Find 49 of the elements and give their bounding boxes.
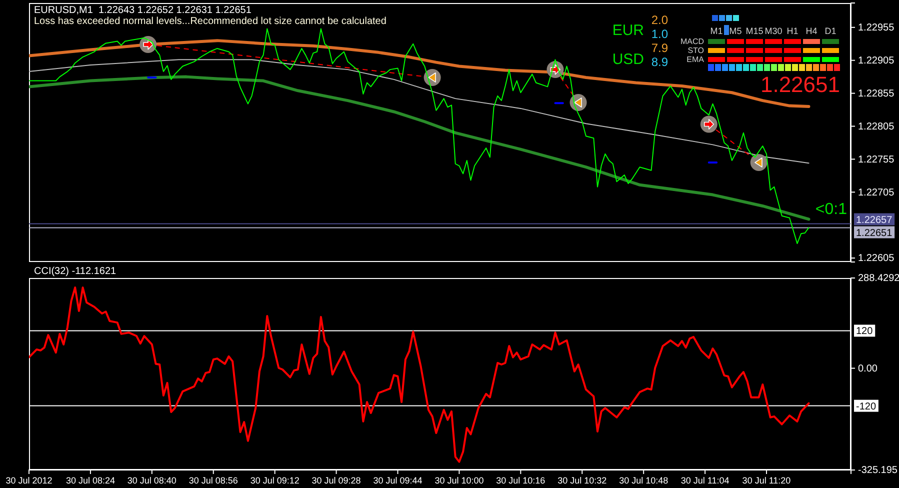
y-tick-label: 1.22805 <box>858 121 895 132</box>
y-tick-label: 1.22855 <box>858 88 895 100</box>
x-tick-label: 30 Jul 09:28 <box>312 475 361 486</box>
annotation: M30 <box>764 26 782 36</box>
x-tick-label: 30 Jul 10:32 <box>558 475 607 486</box>
annotation: H1 <box>786 26 798 36</box>
annotation: M5 <box>729 26 742 36</box>
line-series <box>29 286 810 463</box>
y-tick-label: 1.22605 <box>858 253 895 264</box>
annotation: STO <box>688 46 704 55</box>
x-tick-label: 30 Jul 08:24 <box>66 475 115 486</box>
annotation: M1 <box>710 26 723 36</box>
text: Loss has exceeded normal levels...Recommended lot size cannot be calculated <box>34 16 386 27</box>
y-tick-label: 1.22905 <box>858 56 895 67</box>
y-tick-label: -325.195 <box>858 465 898 476</box>
y-tick-label: 1.22755 <box>858 154 895 166</box>
annotation: 1.0 <box>651 27 668 41</box>
annotation: 7.9 <box>651 41 668 55</box>
annotation: <0:1 <box>815 201 848 218</box>
x-tick-label: 30 Jul 08:56 <box>188 475 238 486</box>
y-tick-label: 1.22955 <box>858 22 895 34</box>
y-tick-label: 288.4292 <box>858 273 899 284</box>
x-tick-label: 30 Jul 08:40 <box>127 475 176 486</box>
annotation: USD <box>612 51 644 68</box>
annotation: H4 <box>806 26 818 36</box>
annotation: 2.0 <box>651 13 668 27</box>
ref-line-label: 1.22657 <box>856 214 893 226</box>
x-tick-label: 30 Jul 10:48 <box>619 475 668 486</box>
x-tick-label: 30 Jul 10:16 <box>496 475 546 486</box>
y-tick-label: 1.22705 <box>858 187 895 198</box>
annotation: D1 <box>824 26 836 36</box>
annotation: 1.22651 <box>760 72 840 97</box>
annotation: EMA <box>686 55 705 64</box>
y-tick-label: 0.00 <box>858 363 878 374</box>
annotation: MACD <box>680 37 704 46</box>
x-tick-label: 30 Jul 09:12 <box>250 475 300 486</box>
ref-line-label: 1.22651 <box>856 228 893 239</box>
chart-title: EURUSD,M1 1.22643 1.22652 1.22631 1.22651 <box>34 5 252 16</box>
x-tick-label: 30 Jul 11:20 <box>742 475 791 486</box>
chart-title: CCI(32) -112.1621 <box>34 266 117 277</box>
x-tick-label: 30 Jul 11:04 <box>680 475 730 486</box>
ref-line-label: -120 <box>856 401 876 412</box>
annotation: EUR <box>612 22 644 39</box>
ref-line-label: 120 <box>856 326 874 338</box>
x-tick-label: 30 Jul 09:44 <box>373 475 422 486</box>
annotation: 8.9 <box>651 55 668 69</box>
x-tick-label: 30 Jul 2012 <box>6 475 52 486</box>
annotation: M15 <box>746 26 764 36</box>
x-tick-label: 30 Jul 10:00 <box>434 475 484 486</box>
